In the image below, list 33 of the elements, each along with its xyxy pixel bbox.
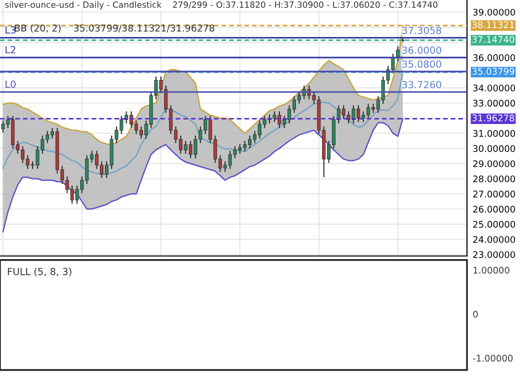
- y-tick-label: 29.00000: [473, 160, 516, 168]
- y-tick-label: 39.00000: [473, 8, 516, 16]
- ref-line-label: 35.03799: [472, 68, 514, 75]
- annotation: 33.7260: [402, 80, 442, 88]
- ref-line-label: L0: [6, 80, 16, 88]
- y-tick-label: 28.00000: [473, 175, 516, 182]
- y-tick-label: 25.00000: [473, 220, 516, 228]
- y-tick-label: 34.00000: [473, 84, 516, 92]
- y-tick-label: 24.00000: [473, 236, 516, 243]
- y-tick-label: 26.00000: [473, 206, 516, 213]
- text: 1.00000: [474, 266, 510, 274]
- y-tick-label: 27.00000: [473, 190, 516, 198]
- y-tick-label: 23.00000: [473, 251, 516, 258]
- text: BB (20, 2) 35.03799/38.11321/31.96278: [14, 24, 214, 33]
- annotation: 36.0000: [402, 46, 442, 54]
- text: 0: [473, 310, 478, 318]
- ref-line-label: 38.11321: [472, 21, 514, 28]
- text: FULL (5, 8, 3): [8, 268, 72, 276]
- annotation: 37.3058: [402, 26, 442, 34]
- ref-line-label: 31.96278: [472, 114, 514, 122]
- ref-line-label: 37.14740: [472, 36, 514, 43]
- chart-title: silver-ounce-usd - Daily - Candlestick 279/299 - O:37.11820 - H:37.30900 - L:37.06020 - C:37.14740: [5, 1, 438, 10]
- line-series: [2, 118, 404, 232]
- y-tick-label: 33.00000: [473, 100, 516, 107]
- line-series: [2, 24, 404, 146]
- ref-line-label: L2: [6, 46, 16, 54]
- text: -1.00000: [473, 354, 513, 362]
- y-tick-label: 36.00000: [473, 54, 516, 62]
- candlestick: [396, 46, 400, 62]
- y-tick-label: 30.00000: [473, 145, 516, 152]
- annotation: 35.0800: [402, 60, 442, 68]
- y-tick-label: 31.00000: [473, 130, 516, 137]
- ref-line-label: L3: [6, 26, 16, 34]
